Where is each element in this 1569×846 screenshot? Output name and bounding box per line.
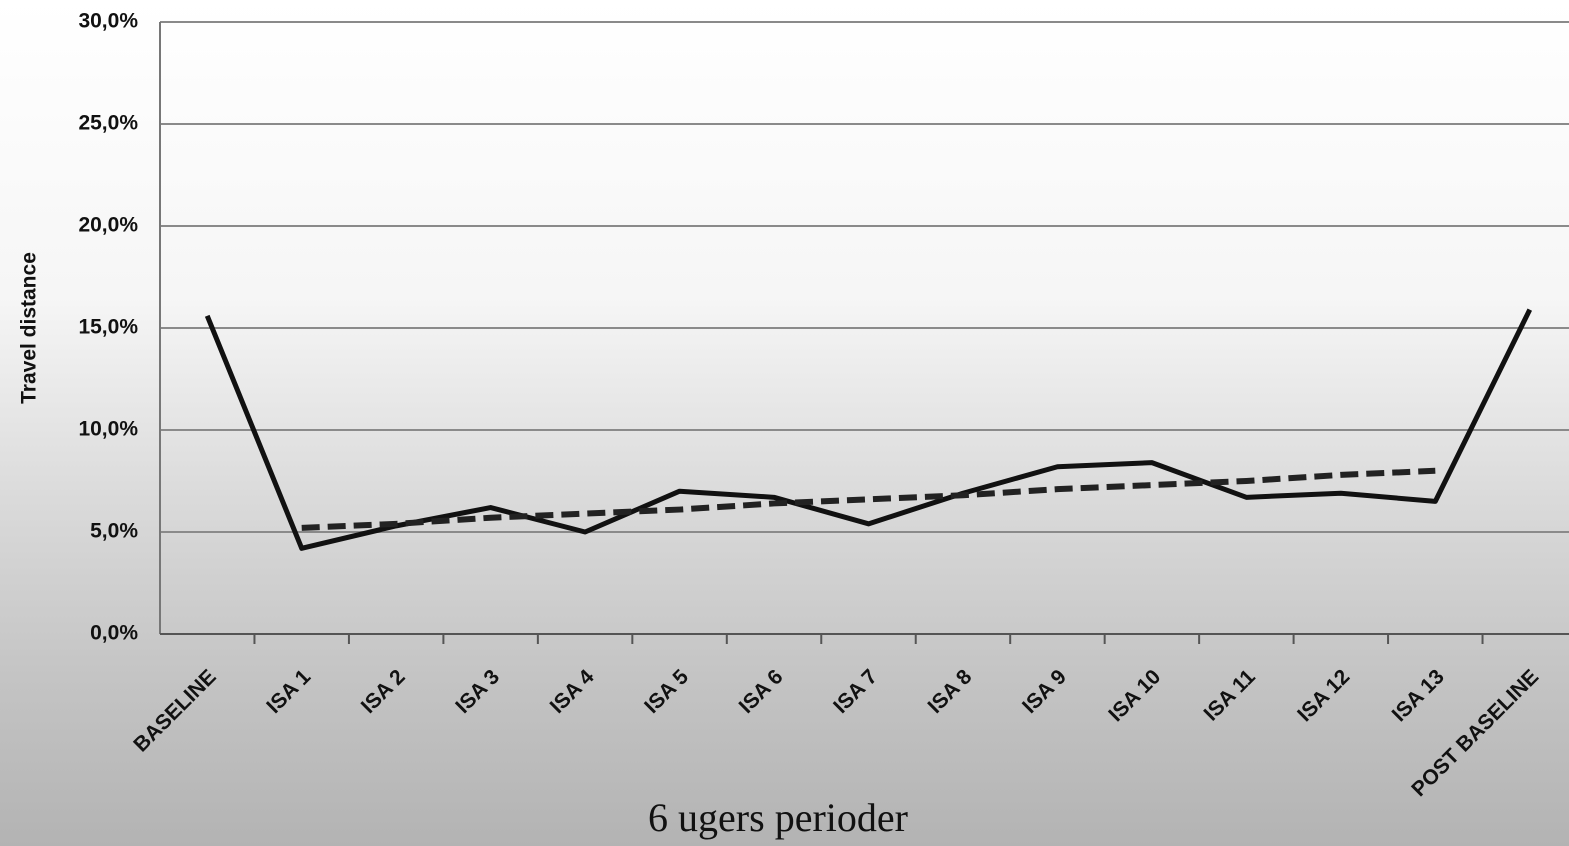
y-tick-label: 0,0%: [90, 622, 138, 645]
y-tick-label: 25,0%: [78, 112, 138, 135]
y-tick-label: 30,0%: [78, 10, 138, 33]
y-axis-label: Travel distance: [18, 252, 41, 404]
y-tick-label: 10,0%: [78, 418, 138, 441]
series-line: [301, 467, 1436, 531]
y-tick-label: 20,0%: [78, 214, 138, 237]
series-line: [204, 308, 1533, 551]
y-tick-label: 15,0%: [78, 316, 138, 339]
x-axis-label: 6 ugers perioder: [648, 795, 908, 840]
y-tick-label: 5,0%: [90, 520, 138, 543]
